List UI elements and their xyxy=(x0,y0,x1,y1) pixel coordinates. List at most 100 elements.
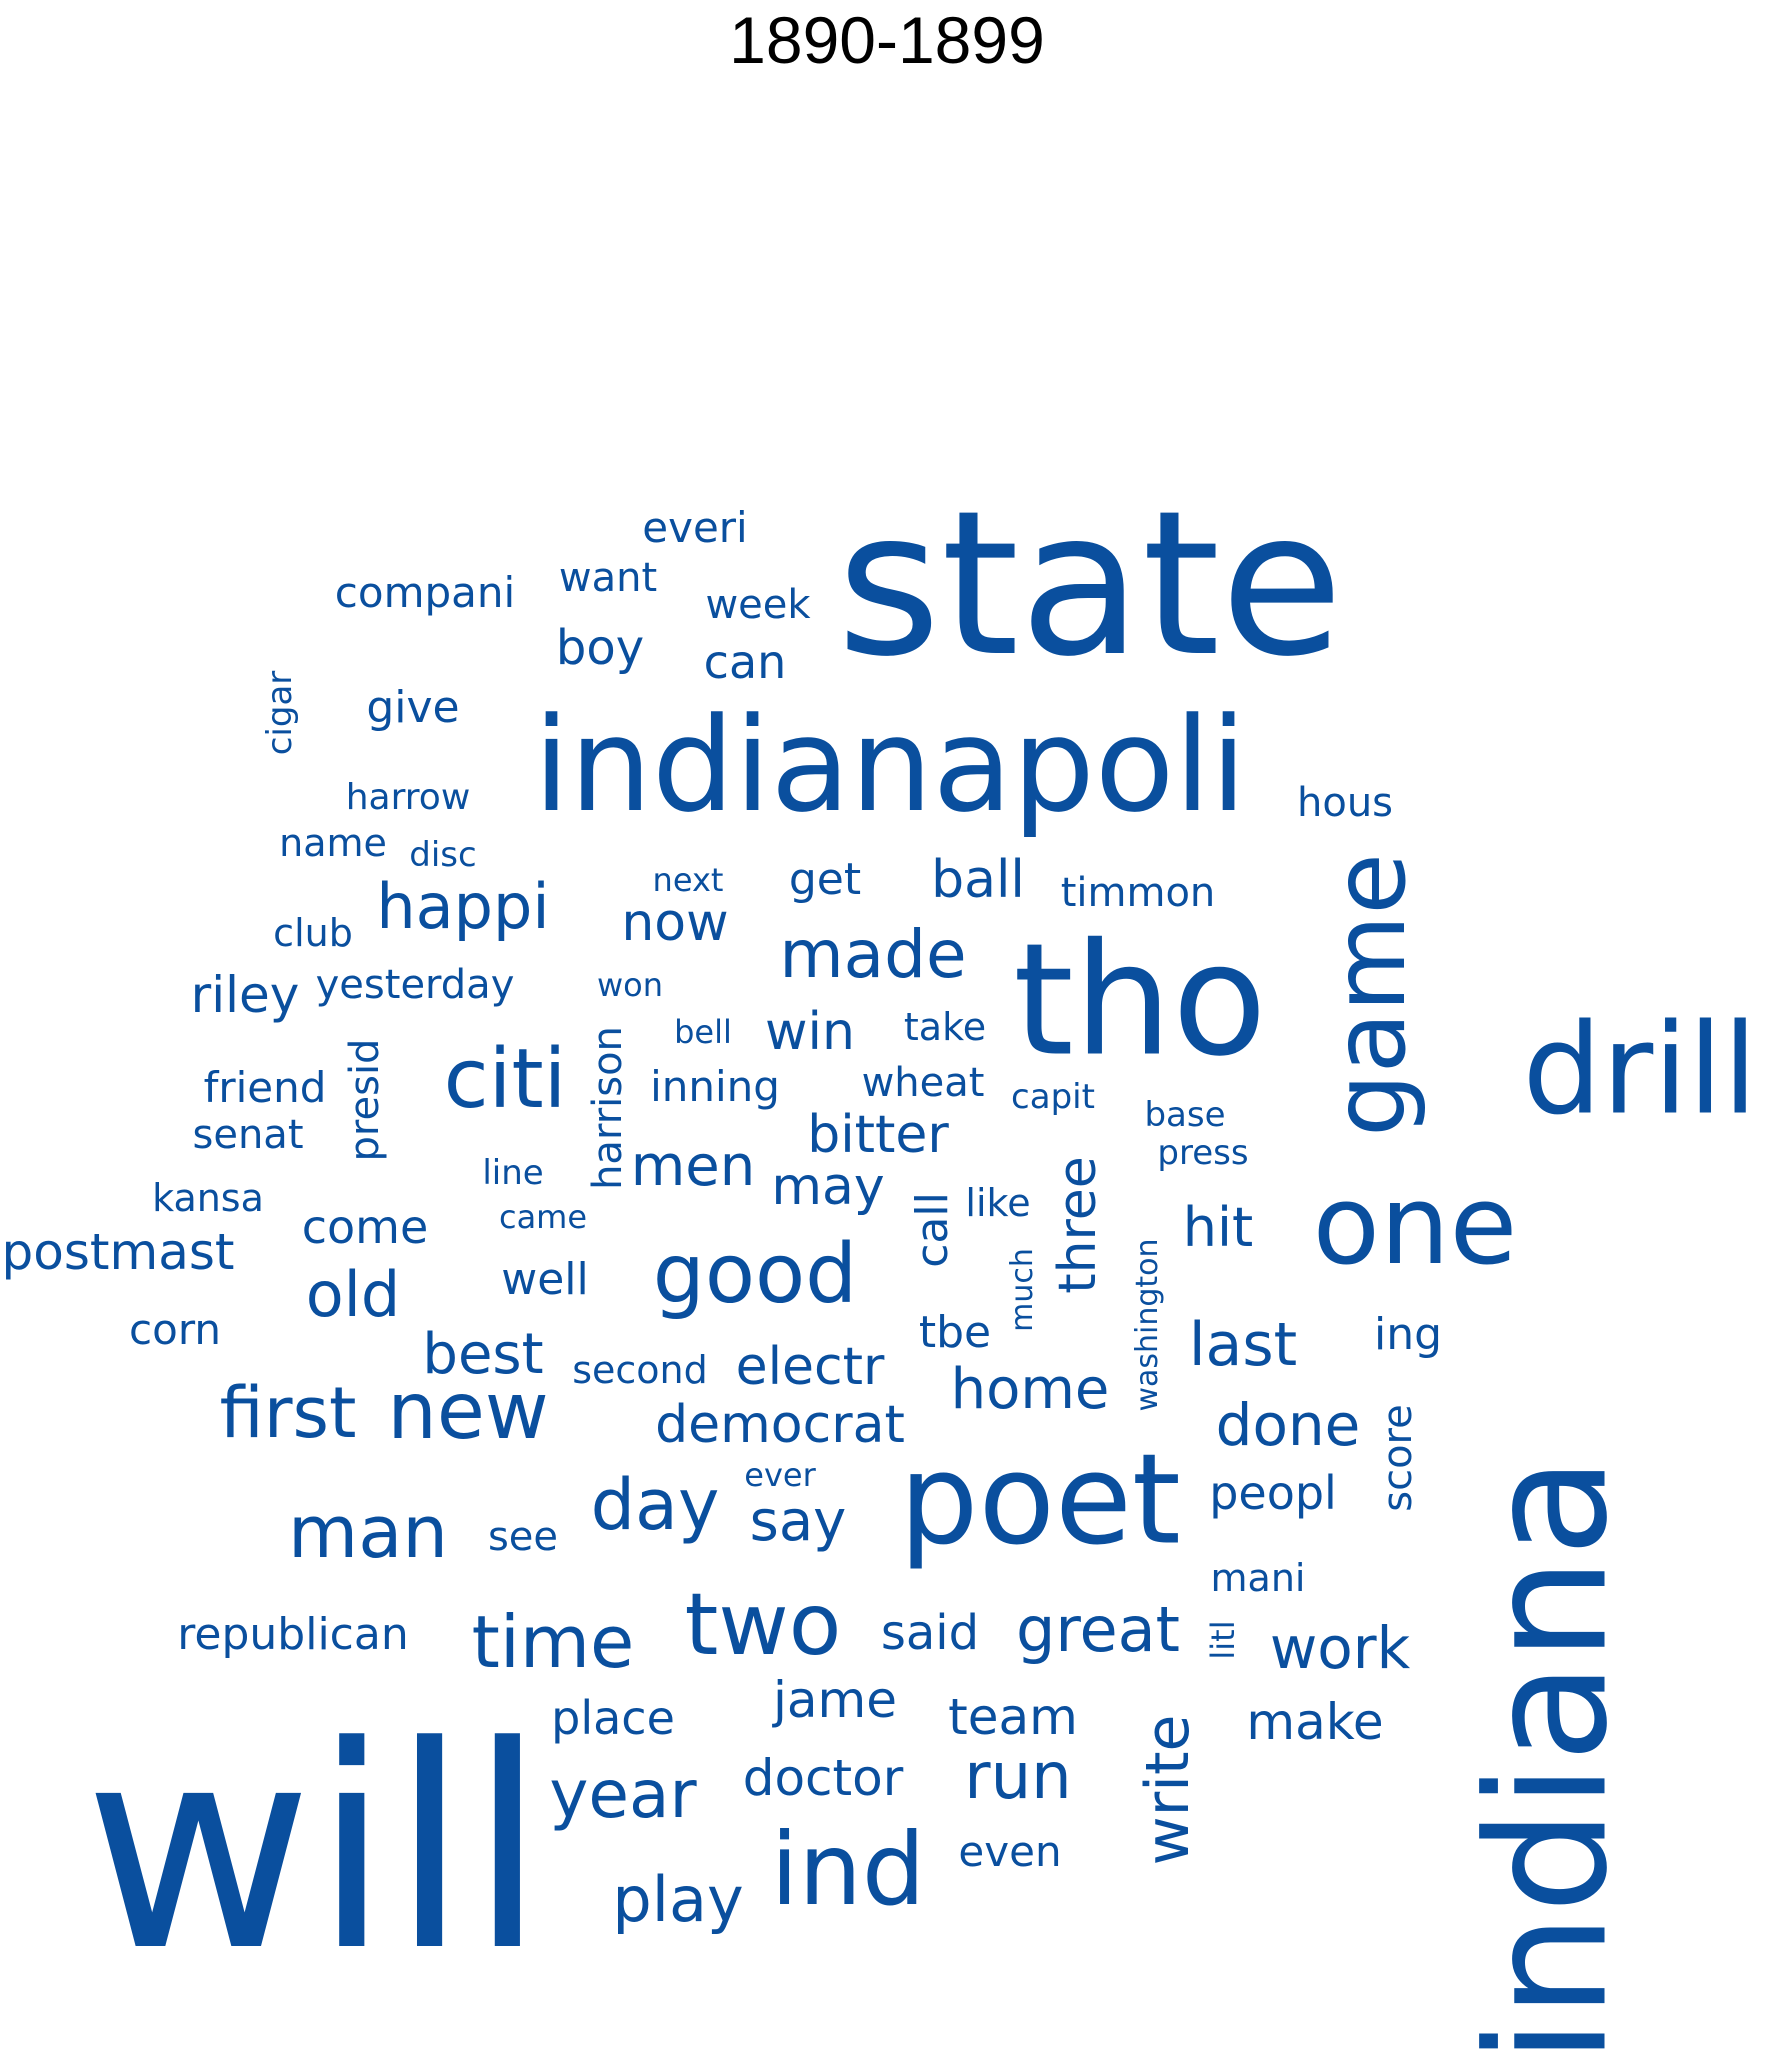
cloud-word: harrow xyxy=(345,777,471,818)
chart-title: 1890-1899 xyxy=(729,3,1045,77)
cloud-word: washington xyxy=(1130,1238,1165,1412)
cloud-word: game xyxy=(1311,853,1428,1137)
cloud-word: indianapoli xyxy=(533,689,1247,841)
cloud-word: riley xyxy=(190,966,300,1024)
cloud-word: line xyxy=(482,1153,544,1193)
cloud-word: play xyxy=(612,1863,744,1936)
cloud-word: day xyxy=(590,1464,720,1546)
cloud-word: hous xyxy=(1296,780,1394,826)
cloud-word: two xyxy=(684,1575,842,1675)
cloud-word: much xyxy=(1005,1248,1040,1332)
cloud-word: inning xyxy=(650,1062,780,1111)
cloud-word: place xyxy=(551,1691,675,1745)
cloud-word: first xyxy=(219,1372,357,1454)
cloud-word: take xyxy=(903,1005,987,1049)
cloud-word: may xyxy=(771,1157,885,1217)
cloud-word: bitter xyxy=(807,1105,949,1165)
cloud-word: capit xyxy=(1011,1077,1095,1117)
cloud-word: press xyxy=(1157,1133,1249,1173)
cloud-word: friend xyxy=(203,1063,327,1112)
cloud-word: score xyxy=(1375,1404,1421,1512)
cloud-word: poet xyxy=(899,1427,1181,1573)
cloud-word: wheat xyxy=(861,1060,985,1106)
cloud-word: timmon xyxy=(1060,870,1216,916)
cloud-word: want xyxy=(558,555,658,601)
cloud-word: say xyxy=(749,1489,847,1554)
cloud-word: ing xyxy=(1373,1309,1443,1360)
cloud-word: one xyxy=(1312,1161,1518,1289)
cloud-word: good xyxy=(652,1227,858,1322)
cloud-word: electr xyxy=(735,1337,885,1397)
cloud-word: state xyxy=(836,468,1344,701)
cloud-word: compani xyxy=(334,568,516,617)
cloud-word: drill xyxy=(1522,997,1758,1143)
cloud-word: hit xyxy=(1182,1196,1254,1259)
cloud-word: come xyxy=(301,1200,429,1254)
cloud-word: man xyxy=(288,1490,448,1574)
cloud-word: bell xyxy=(674,1013,732,1051)
cloud-word: kansa xyxy=(152,1176,264,1220)
cloud-word: can xyxy=(703,635,787,689)
cloud-word: jame xyxy=(773,1671,897,1729)
cloud-word: like xyxy=(965,1181,1031,1225)
cloud-word: tho xyxy=(1013,909,1267,1091)
cloud-word: made xyxy=(779,916,967,993)
cloud-word: ball xyxy=(931,850,1025,910)
cloud-word: senat xyxy=(192,1112,304,1158)
cloud-word: cigar xyxy=(260,670,300,756)
cloud-word: happi xyxy=(376,870,550,943)
cloud-word: name xyxy=(279,821,387,865)
cloud-word: second xyxy=(572,1348,708,1392)
cloud-word: now xyxy=(621,893,729,953)
cloud-word: citi xyxy=(443,1032,567,1127)
cloud-word: base xyxy=(1144,1095,1226,1135)
cloud-word: ever xyxy=(744,1456,816,1494)
cloud-word: doctor xyxy=(742,1749,904,1807)
cloud-word: last xyxy=(1188,1310,1298,1380)
cloud-word: boy xyxy=(555,620,645,676)
cloud-word: see xyxy=(487,1514,559,1560)
cloud-word: new xyxy=(387,1367,549,1457)
cloud-word: win xyxy=(765,1002,855,1062)
cloud-word: republican xyxy=(177,1609,409,1660)
cloud-word: will xyxy=(83,1687,547,2013)
cloud-word: came xyxy=(498,1198,588,1236)
cloud-word: week xyxy=(705,582,811,628)
cloud-word: work xyxy=(1269,1614,1411,1682)
cloud-word: mani xyxy=(1210,1556,1306,1600)
cloud-word: great xyxy=(1016,1593,1180,1666)
cloud-word: best xyxy=(422,1322,544,1387)
cloud-word: postmast xyxy=(1,1223,235,1281)
cloud-word: give xyxy=(366,682,460,733)
cloud-word: home xyxy=(950,1357,1110,1422)
cloud-word: presid xyxy=(342,1038,388,1162)
cloud-word: three xyxy=(1048,1156,1108,1294)
word-cloud-canvas: 1890-1899 will state indiana indianapoli tho… xyxy=(1,3,1758,2064)
cloud-word: peopl xyxy=(1209,1466,1337,1520)
cloud-word: next xyxy=(652,861,724,899)
cloud-word: litl xyxy=(1204,1620,1242,1660)
cloud-word: ind xyxy=(770,1811,926,1928)
cloud-word: call xyxy=(907,1192,958,1268)
cloud-word: everi xyxy=(642,503,748,552)
cloud-word: harrison xyxy=(585,1026,631,1190)
cloud-word: democrat xyxy=(655,1395,905,1455)
cloud-word: time xyxy=(471,1600,635,1684)
cloud-word: make xyxy=(1246,1693,1384,1751)
cloud-word: yesterday xyxy=(315,962,515,1008)
cloud-word: run xyxy=(964,1740,1072,1814)
cloud-word: well xyxy=(501,1254,589,1305)
cloud-word: said xyxy=(880,1605,980,1661)
cloud-word: done xyxy=(1215,1391,1361,1459)
cloud-word: corn xyxy=(129,1305,221,1354)
cloud-word: year xyxy=(549,1756,697,1833)
cloud-word: won xyxy=(596,966,664,1004)
cloud-word: get xyxy=(788,854,862,905)
cloud-word: indiana xyxy=(1451,1456,1644,2064)
cloud-word: disc xyxy=(409,835,477,875)
word-cloud: will state indiana indianapoli tho poet drill o… xyxy=(1,468,1758,2064)
cloud-word: old xyxy=(305,1258,401,1331)
cloud-word: write xyxy=(1133,1714,1203,1866)
cloud-word: club xyxy=(273,911,353,955)
cloud-word: team xyxy=(948,1688,1078,1746)
